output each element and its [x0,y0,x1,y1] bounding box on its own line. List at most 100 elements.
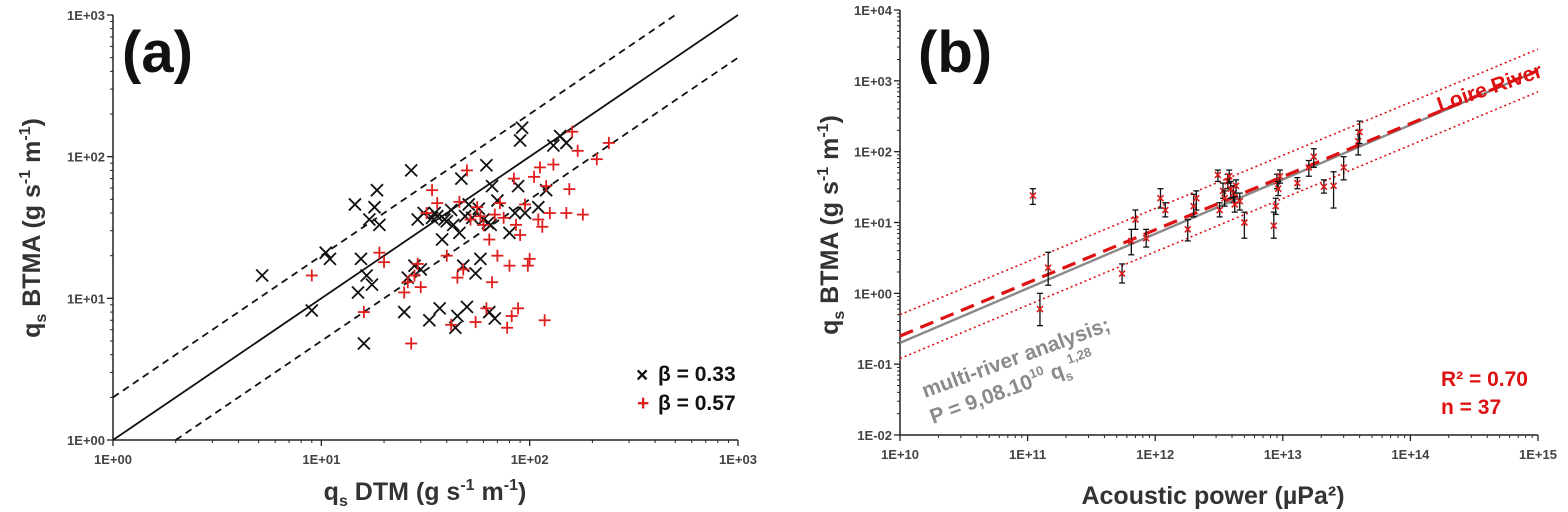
data-point [1276,172,1284,180]
data-point [1272,202,1280,210]
data-point [404,163,418,178]
x-tick-label: 1E+01 [302,452,340,467]
data-point [547,158,560,171]
data-point [351,285,365,300]
data-point [491,249,504,262]
panel-b-fit-lines [899,48,1539,360]
panel-a-y-label: qs BTMA (g s-1 m-1) [17,118,50,338]
data-point [515,121,529,135]
fit-line [899,69,1539,338]
legend-marker-x: × [636,364,648,387]
data-point [602,136,615,149]
data-point [1029,192,1037,200]
data-point [484,218,498,232]
data-point [1118,270,1126,278]
loire-river-label: Loire River [1434,59,1545,116]
data-point [560,207,573,220]
data-point [485,179,499,193]
data-point [538,314,551,327]
y-tick-label: 1E+02 [854,145,892,160]
data-point [452,226,467,240]
data-point [477,218,490,231]
fit-line [112,14,739,441]
data-point [360,268,374,283]
data-point [323,252,337,266]
panel-b-x-label: Acoustic power (µPa²) [1081,482,1344,510]
data-point [1356,128,1364,136]
data-point [559,136,573,150]
data-point [493,197,506,210]
data-point [454,171,468,186]
data-point [521,259,534,272]
panel-a-reference-lines [112,14,739,441]
data-point [445,318,458,331]
data-point [468,266,483,281]
data-point [1131,216,1140,224]
data-point [1305,163,1313,171]
data-point [497,211,510,224]
n-count-label: n = 37 [1441,396,1501,419]
data-point [1231,200,1239,208]
data-point [1232,182,1240,190]
data-point [1127,237,1135,245]
data-point [1330,182,1338,190]
x-tick-label: 1E+03 [719,452,757,467]
data-point [479,158,494,172]
data-point [510,218,523,231]
data-point [1240,218,1248,227]
data-point [422,313,436,327]
data-point [528,170,541,183]
data-point [1036,305,1044,313]
data-point [440,214,454,228]
data-point [488,311,502,326]
data-point [490,193,505,208]
data-point [457,263,470,276]
data-point [507,172,520,185]
y-tick-label: 1E+03 [854,74,892,89]
data-point [566,125,579,138]
data-point [1225,172,1233,180]
fit-line [112,14,676,399]
panel-a-points [255,121,615,351]
data-point [590,153,603,166]
data-point [488,208,501,221]
data-point [305,303,319,318]
data-point [440,249,453,262]
panel-b-ticks: 1E+10 1E+11 1E+12 1E+13 1E+14 1E+15 1E-02 1E-01… [854,3,1557,462]
panel-a-ticks: 1E+00 1E+01 1E+02 1E+03 1E+00 1E+01 1E+02 1E+03 [67,8,757,467]
data-point [444,203,458,217]
panel-a-x-label: qs DTM (g s-1 m-1) [324,477,527,510]
x-tick-label: 1E+12 [1136,447,1174,462]
panel-b-label: (b) [918,20,992,85]
data-point [373,246,386,259]
data-point [367,200,382,214]
fit-line [899,91,1539,360]
data-point [1216,206,1224,214]
r-squared-label: R² = 0.70 [1441,368,1528,391]
x-tick-label: 1E+14 [1391,447,1430,462]
x-tick-label: 1E+11 [1009,447,1046,462]
data-point [453,195,466,208]
data-point [531,200,545,214]
data-point [446,218,460,232]
data-point [474,210,487,223]
y-tick-label: 1E+03 [67,8,105,23]
y-tick-label: 1E+01 [67,291,105,306]
data-point [1221,194,1229,202]
data-point [408,269,421,282]
y-tick-label: 1E+00 [67,433,105,448]
data-point [502,226,517,240]
data-point [533,161,546,174]
data-point [460,164,473,177]
data-point [430,209,444,223]
data-point [486,276,499,289]
data-point [508,206,522,220]
data-point [1192,194,1200,202]
data-point [305,269,318,282]
panel-a: (a) 1E+00 1E+01 1E+02 1E+031E+001E+011E+021… [17,8,757,510]
data-point [532,213,545,226]
x-tick-label: 1E+02 [511,452,549,467]
panel-b: (b) 1E+10 1E+11 1E+12 1E+13 1E+14 1E+151E-021… [815,3,1557,510]
